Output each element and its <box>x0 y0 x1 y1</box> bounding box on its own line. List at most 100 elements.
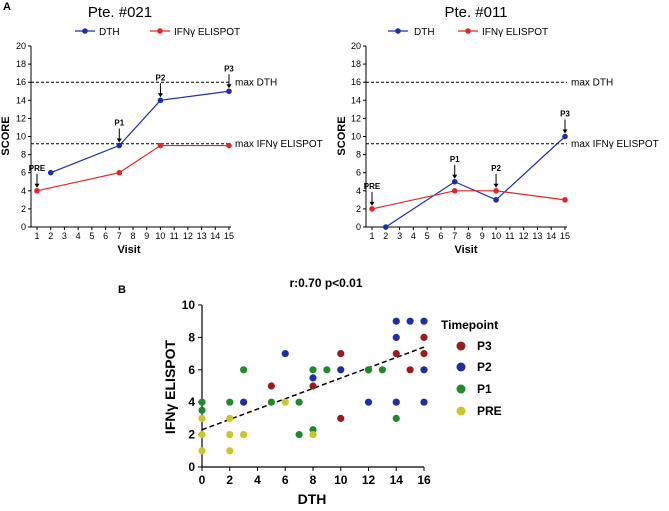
y-axis-title: SCORE <box>0 116 12 155</box>
y-tick-label: 0 <box>356 222 361 232</box>
legend-label: DTH <box>414 27 435 38</box>
x-tick-label: 5 <box>89 231 94 241</box>
y-tick-label: 8 <box>21 150 26 160</box>
legend-label: IFNγ ELISPOT <box>174 27 240 38</box>
x-tick-label: 14 <box>546 231 556 241</box>
y-tick-label: 16 <box>16 77 26 87</box>
y-tick-label: 12 <box>351 113 361 123</box>
data-point-p2 <box>406 317 414 325</box>
data-point-p1 <box>198 406 206 414</box>
data-point-p2 <box>420 317 428 325</box>
annotation-arrowhead <box>452 174 458 179</box>
annotation-arrowhead <box>369 201 375 206</box>
y-tick-label: 4 <box>21 186 26 196</box>
x-tick-label: 7 <box>117 231 122 241</box>
data-point <box>226 88 232 95</box>
x-tick-label: 0 <box>199 473 206 487</box>
data-point <box>157 97 164 104</box>
data-point <box>47 169 54 176</box>
data-point <box>369 206 375 212</box>
data-point-pre <box>240 431 248 439</box>
annotation-label: P1 <box>450 155 460 164</box>
data-point-p3 <box>392 350 400 358</box>
data-point-pre <box>226 447 234 455</box>
x-tick-label: 2 <box>226 473 233 487</box>
data-point-p1 <box>392 414 400 422</box>
y-tick-label: 8 <box>188 330 195 344</box>
y-tick-label: 2 <box>356 204 361 214</box>
data-point-p3 <box>406 366 414 374</box>
data-point-p2 <box>420 366 428 374</box>
data-point-p3 <box>337 350 345 358</box>
data-point-p1 <box>240 366 248 374</box>
panel-label-a: A <box>3 1 11 13</box>
x-tick-label: 6 <box>438 231 443 241</box>
annotation-label: P3 <box>224 64 234 73</box>
x-tick-label: 13 <box>532 231 542 241</box>
data-point <box>451 188 458 194</box>
legend-label: P1 <box>477 382 492 396</box>
legend-marker <box>456 406 466 416</box>
annotation-arrowhead <box>116 138 122 143</box>
x-tick-label: 14 <box>390 473 404 487</box>
data-point <box>226 142 232 149</box>
legend-label: P2 <box>477 360 492 374</box>
data-point-p1 <box>364 366 373 374</box>
data-point-p2 <box>309 374 317 382</box>
annotation-label: PRE <box>364 182 381 191</box>
data-point <box>157 142 164 149</box>
y-tick-label: 4 <box>356 186 361 196</box>
y-tick-label: 10 <box>16 132 26 142</box>
legend-title: Timepoint <box>441 318 498 332</box>
data-point-p2 <box>364 398 373 406</box>
scatter-chart-dth-vs-ifng: r:0.70 p<0.01 IFNγ ELISPOT DTH Timepoint… <box>162 276 502 507</box>
x-tick-label: 12 <box>519 231 529 241</box>
x-tick-label: 10 <box>334 473 348 487</box>
annotation-arrowhead <box>34 183 40 188</box>
data-point-p2 <box>392 398 400 406</box>
data-point <box>451 178 458 185</box>
data-point-p2 <box>281 350 289 358</box>
x-tick-label: 5 <box>425 231 430 241</box>
legend: DTH IFNγ ELISPOT <box>388 27 548 38</box>
x-tick-label: 2 <box>48 231 53 241</box>
x-tick-label: 4 <box>411 231 416 241</box>
x-tick-label: 6 <box>103 231 108 241</box>
y-tick-label: 6 <box>188 363 195 377</box>
x-tick-label: 13 <box>197 231 207 241</box>
x-tick-label: 3 <box>62 231 67 241</box>
annotation-arrowhead <box>493 183 499 188</box>
data-point-p1 <box>309 366 317 374</box>
x-axis-title: DTH <box>298 491 327 507</box>
annotation-label: P1 <box>114 119 124 128</box>
legend: DTH IFNγ ELISPOT <box>75 27 240 38</box>
x-axis-title: Visit <box>454 244 477 256</box>
y-tick-label: 14 <box>351 95 361 105</box>
data-point-pre <box>281 398 289 406</box>
x-tick-label: 4 <box>76 231 81 241</box>
data-point-p1 <box>295 431 303 439</box>
data-point <box>34 188 40 194</box>
annotation-arrowhead <box>226 84 232 89</box>
x-tick-label: 2 <box>383 231 388 241</box>
line-chart-pte-021: Pte. #021 DTH IFNγ ELISPOT SCORE Visit 0… <box>0 4 323 256</box>
y-tick-label: 12 <box>16 113 26 123</box>
legend-label: PRE <box>477 404 502 418</box>
x-tick-label: 15 <box>560 231 570 241</box>
annotation-label: P3 <box>560 110 570 119</box>
series-line <box>50 90 230 174</box>
x-tick-label: 12 <box>362 473 376 487</box>
x-tick-label: 6 <box>282 473 289 487</box>
annotation-arrowhead <box>562 129 568 134</box>
data-point-p2 <box>392 317 400 325</box>
annotation-label: PRE <box>29 164 46 173</box>
data-point <box>493 188 499 194</box>
x-tick-label: 11 <box>505 231 514 241</box>
x-tick-label: 1 <box>369 231 374 241</box>
x-tick-label: 3 <box>397 231 402 241</box>
series-line <box>371 190 566 210</box>
legend: Timepoint P3 P2 P1 PRE <box>441 318 502 418</box>
x-tick-label: 10 <box>491 231 501 241</box>
x-tick-label: 9 <box>480 231 485 241</box>
x-tick-label: 12 <box>183 231 193 241</box>
